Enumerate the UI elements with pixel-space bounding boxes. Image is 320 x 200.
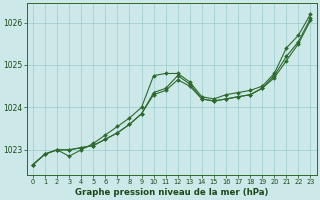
X-axis label: Graphe pression niveau de la mer (hPa): Graphe pression niveau de la mer (hPa) bbox=[75, 188, 268, 197]
